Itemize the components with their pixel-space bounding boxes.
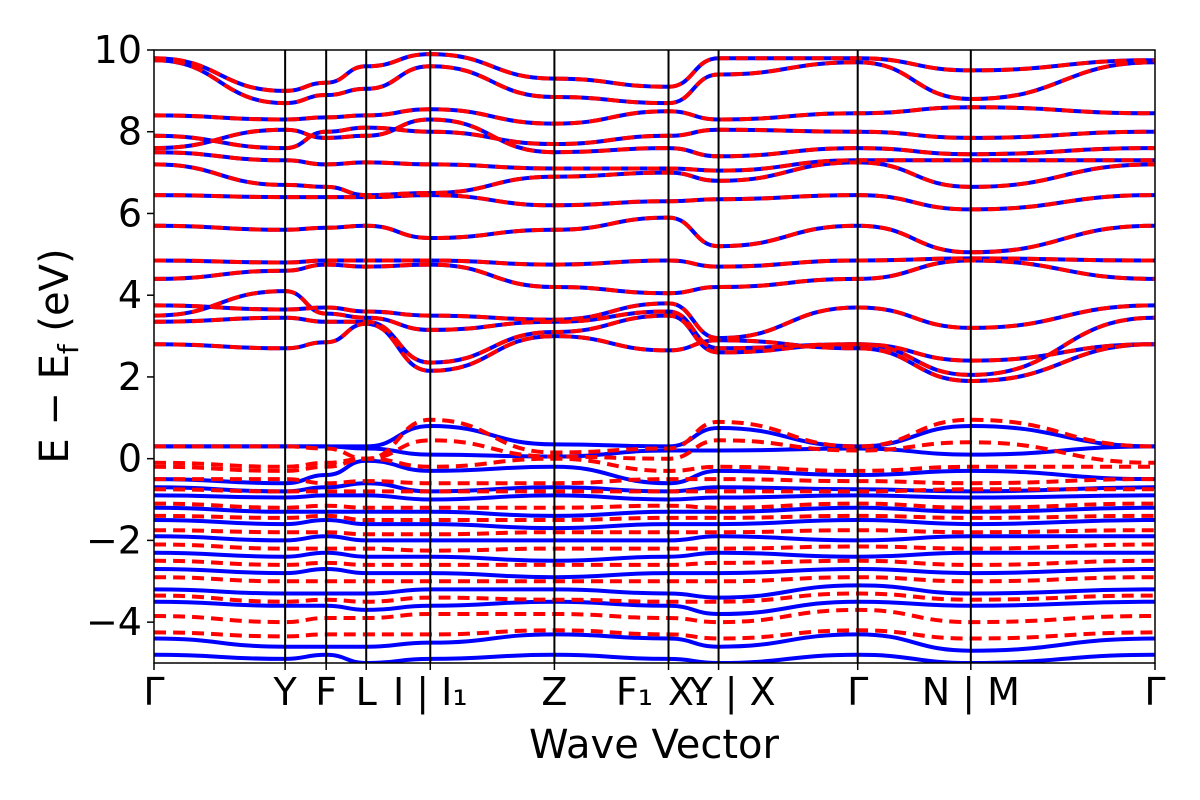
band-line xyxy=(154,456,1155,473)
band-line xyxy=(154,501,1155,510)
band-line xyxy=(154,321,1155,384)
x-tick-label: L xyxy=(356,670,377,714)
band-line xyxy=(154,215,1155,255)
band-line xyxy=(154,52,1155,93)
x-tick-label: F₁ xyxy=(616,670,653,714)
band-line xyxy=(154,632,1155,653)
band-line xyxy=(154,256,1155,269)
band-line xyxy=(154,215,1155,255)
band-line xyxy=(154,591,1155,604)
band-line xyxy=(154,417,1155,461)
x-tick-label: Y xyxy=(273,670,298,714)
y-axis-title: E − Ef (eV) xyxy=(32,248,85,463)
x-tick-label: Y | X xyxy=(688,670,775,715)
x-tick-label: I | I₁ xyxy=(393,670,468,715)
x-tick-label: N | M xyxy=(922,670,1020,715)
spin-up-bands xyxy=(154,52,1155,663)
band-line xyxy=(154,575,1155,584)
band-line xyxy=(154,313,1155,365)
band-line xyxy=(154,52,1155,93)
band-line xyxy=(154,105,1155,126)
x-tick-label: X₁ xyxy=(668,670,709,714)
high-symmetry-lines xyxy=(284,50,972,663)
y-tick-label: −2 xyxy=(86,518,142,562)
band-line xyxy=(154,258,1155,296)
band-line xyxy=(154,125,1155,151)
band-line xyxy=(154,517,1155,531)
x-axis-title: Wave Vector xyxy=(529,722,780,768)
x-tick-label: F xyxy=(315,670,337,714)
band-line xyxy=(154,505,1155,518)
band-line xyxy=(154,150,1155,173)
y-tick-label: 6 xyxy=(118,191,142,235)
band-line xyxy=(154,58,1155,106)
band-line xyxy=(154,289,1155,377)
band-line xyxy=(154,628,1155,641)
band-line xyxy=(154,438,1155,469)
band-line xyxy=(154,487,1155,494)
band-line xyxy=(154,458,1155,486)
band-line xyxy=(154,607,1155,625)
band-line xyxy=(154,558,1155,567)
band-line xyxy=(154,481,1155,494)
y-tick-label: 8 xyxy=(118,110,142,154)
band-line xyxy=(154,599,1155,617)
y-tick-label: 2 xyxy=(118,355,142,399)
band-line xyxy=(154,652,1155,663)
band-line xyxy=(154,528,1155,537)
y-tick-label: 0 xyxy=(118,437,142,481)
band-line xyxy=(154,313,1155,365)
band-line xyxy=(154,58,1155,106)
band-line xyxy=(154,258,1155,296)
band-line xyxy=(154,583,1155,600)
x-tick-label: Γ xyxy=(1144,670,1165,714)
band-line xyxy=(154,513,1155,522)
y-axis-ticks: −4 −2 0 2 4 6 8 10 xyxy=(86,28,154,644)
band-line xyxy=(154,566,1155,580)
band-line xyxy=(154,193,1155,212)
band-line xyxy=(154,493,1155,502)
x-tick-label: Γ xyxy=(143,670,164,714)
band-line xyxy=(154,550,1155,563)
plot-frame xyxy=(153,49,1156,664)
band-line xyxy=(154,542,1155,553)
band-line xyxy=(154,301,1155,341)
band-line xyxy=(154,160,1155,198)
y-tick-label: −4 xyxy=(86,600,142,644)
y-tick-label: 10 xyxy=(94,28,142,72)
band-line xyxy=(154,534,1155,543)
band-line xyxy=(154,477,1155,486)
x-tick-label: Γ xyxy=(847,670,868,714)
y-tick-label: 4 xyxy=(118,273,142,317)
x-tick-label: Z xyxy=(541,670,567,714)
spin-down-bands xyxy=(154,52,1155,641)
